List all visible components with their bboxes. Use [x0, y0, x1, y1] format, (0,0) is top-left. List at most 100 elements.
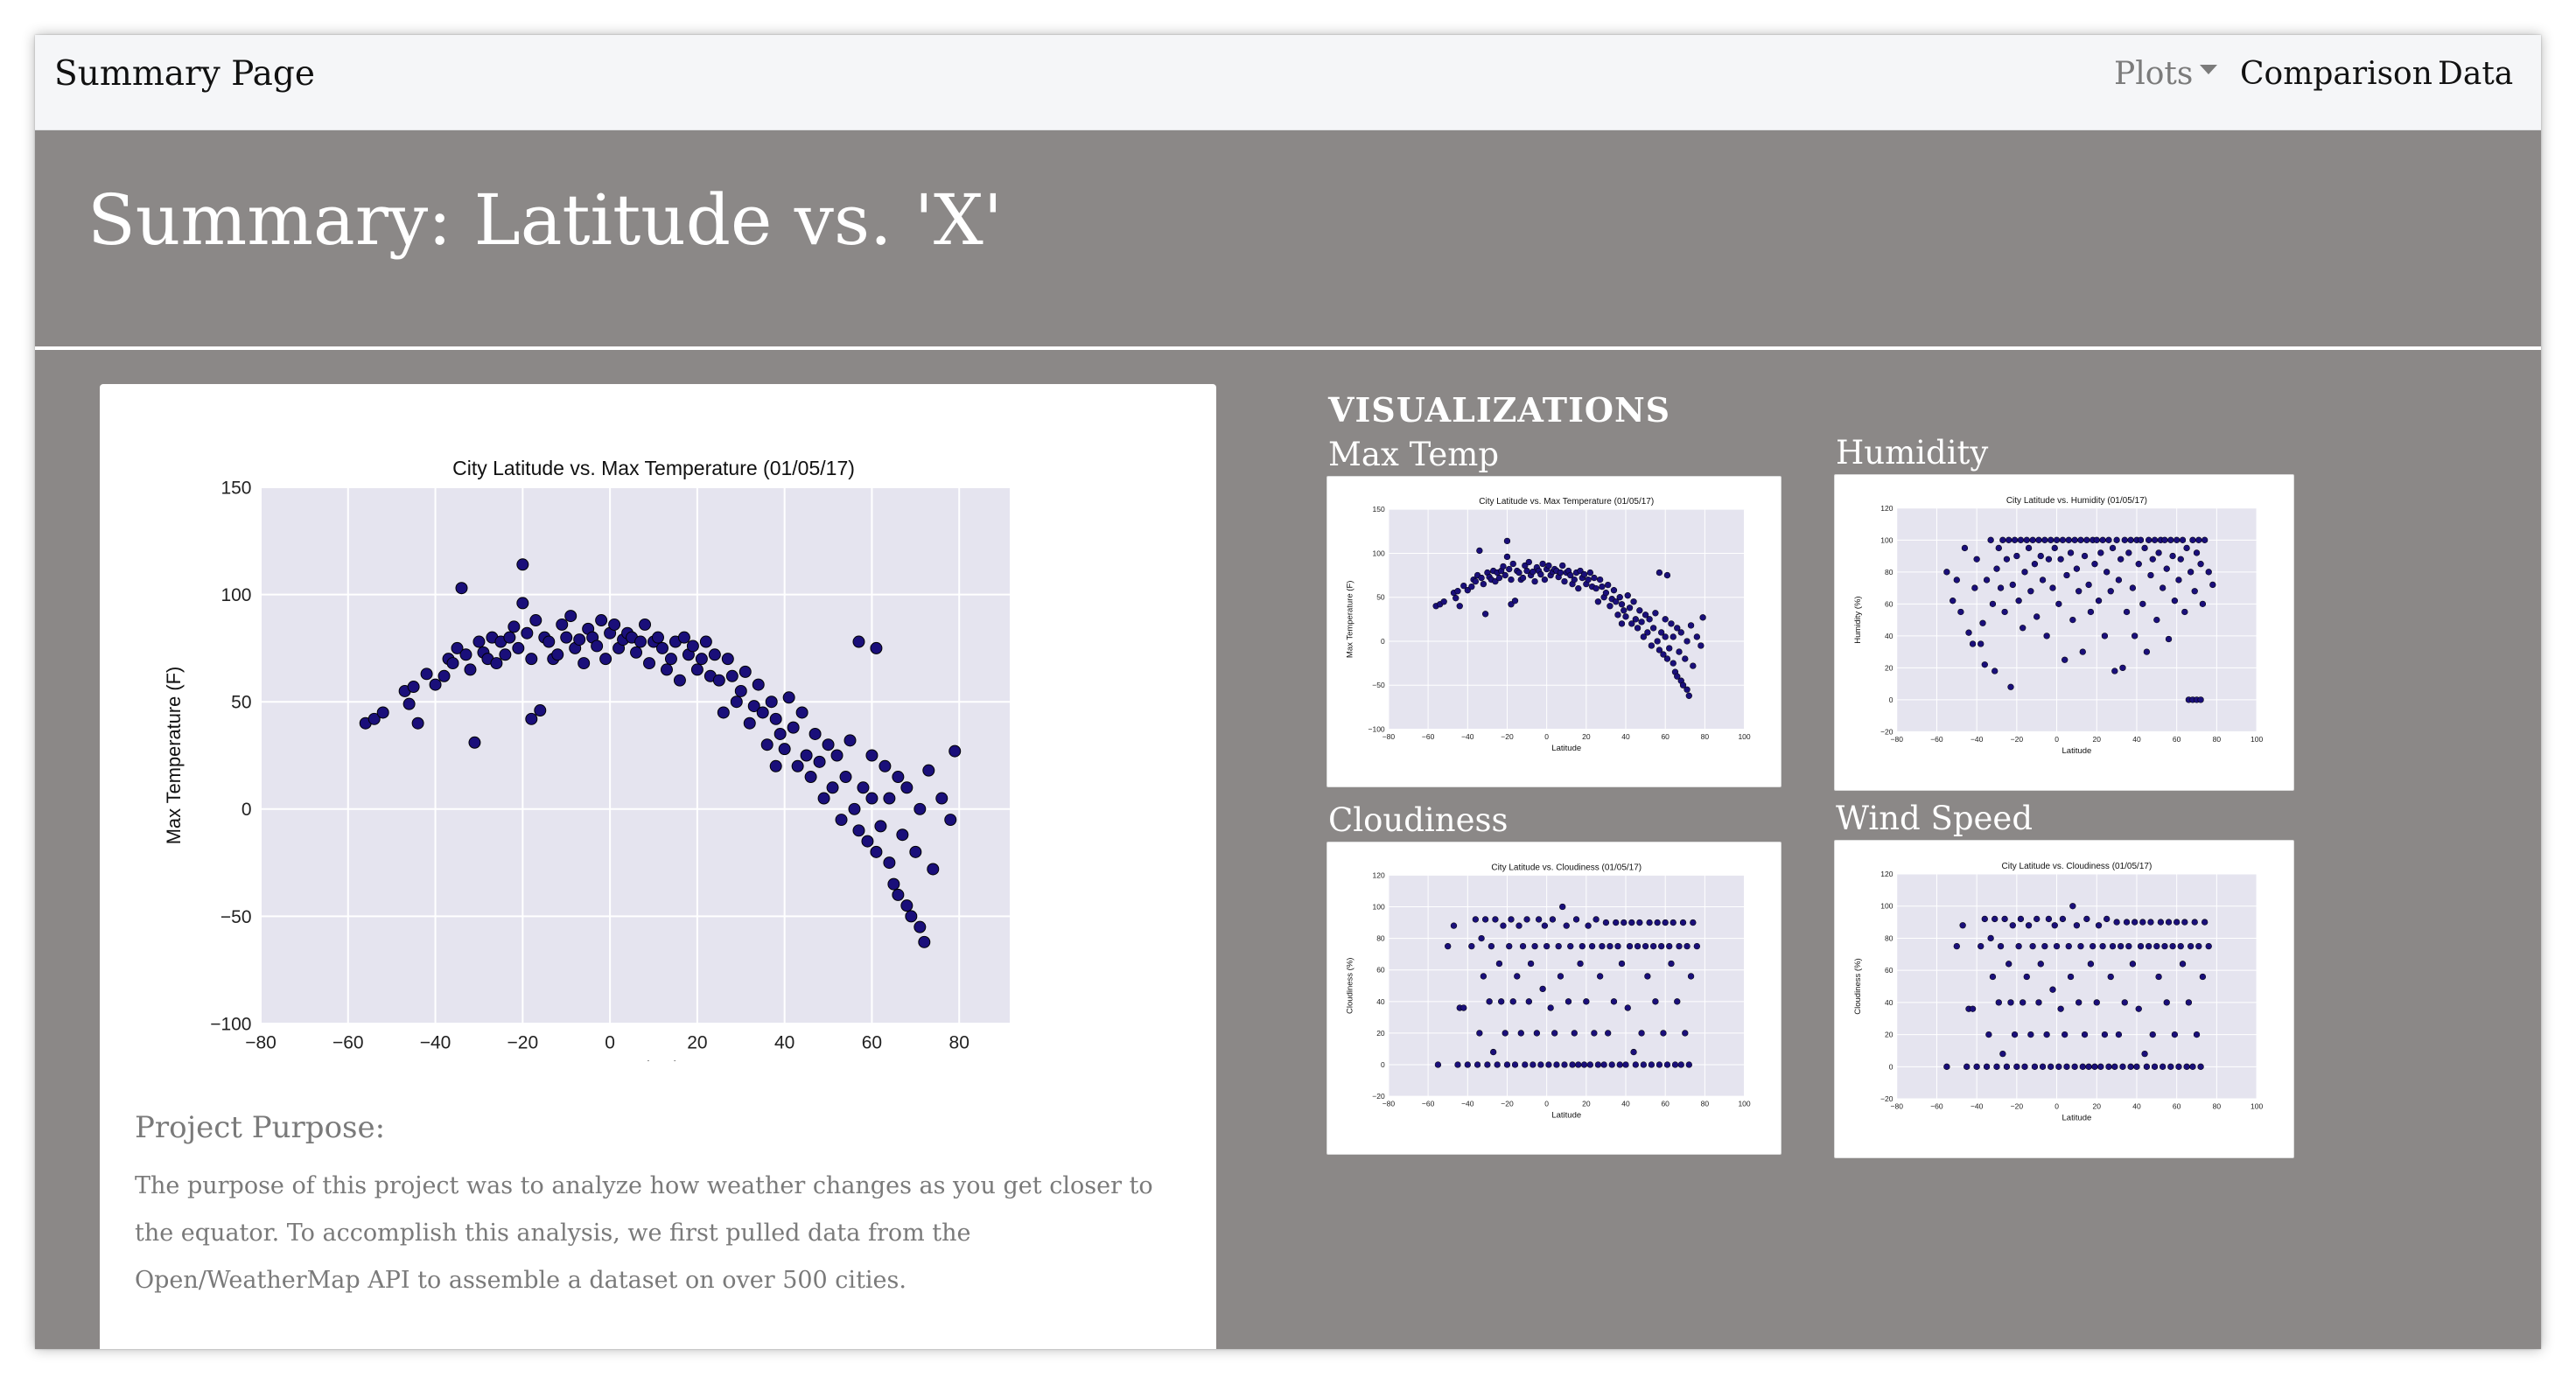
- data-point: [2125, 549, 2132, 556]
- thumbnail-max-temp[interactable]: −80 −60 −40 −20 0 20 40 60 80 100 −100 −50 0 50 100 150…: [1326, 476, 1782, 787]
- data-point: [878, 759, 892, 772]
- data-point: [1682, 1030, 1689, 1037]
- data-point: [2031, 561, 2039, 568]
- chart-title: City Latitude vs. Max Temperature (01/05…: [1479, 497, 1654, 507]
- y-tick-label: 40: [1885, 998, 1894, 1007]
- purpose-title: Project Purpose:: [135, 1110, 386, 1145]
- data-point: [1583, 998, 1590, 1005]
- data-point: [1551, 1030, 1558, 1037]
- data-point: [2025, 544, 2033, 552]
- data-point: [2202, 919, 2208, 926]
- y-tick-label: 60: [1885, 966, 1894, 975]
- navbar-brand[interactable]: Summary Page: [54, 54, 315, 94]
- y-tick-label: −20: [1880, 727, 1894, 736]
- data-point: [1662, 616, 1669, 623]
- data-point: [808, 727, 822, 740]
- data-point: [1523, 916, 1530, 923]
- x-tick-label: 80: [2213, 735, 2222, 744]
- data-point: [503, 631, 516, 644]
- data-point: [529, 614, 542, 627]
- x-tick-label: −20: [1501, 1100, 1514, 1108]
- data-point: [420, 668, 433, 681]
- data-point: [1995, 544, 2002, 552]
- data-point: [1663, 655, 1671, 662]
- data-point: [525, 653, 538, 666]
- thumbnail-humidity[interactable]: −80 −60 −40 −20 0 20 40 60 80 100 −20 0 20 40 60 80 100 1…: [1834, 474, 2294, 791]
- thumbnail-cloudiness[interactable]: −80 −60 −40 −20 0 20 40 60 80 100 −20 0 20 40 60 80 100 1…: [1326, 842, 1782, 1155]
- data-point: [1663, 1061, 1671, 1068]
- data-point: [1488, 942, 1495, 950]
- data-point: [2161, 536, 2168, 543]
- x-tick-label: −80: [1382, 1100, 1396, 1108]
- data-point: [1662, 633, 1669, 640]
- data-point: [1654, 638, 1661, 645]
- caret-down-icon: [2200, 64, 2218, 74]
- data-point: [2109, 544, 2117, 552]
- data-point: [1687, 622, 1695, 629]
- data-point: [1610, 587, 1618, 594]
- nav-comparison-link[interactable]: Comparison: [2240, 56, 2432, 92]
- viz-label-wind-speed: Wind Speed: [1836, 800, 2033, 837]
- humidity-scatter-thumbnail: −80 −60 −40 −20 0 20 40 60 80 100 −20 0 20 40 60 80 100 1…: [1853, 496, 2264, 756]
- data-point: [402, 697, 416, 710]
- data-point: [1987, 934, 1994, 942]
- data-point: [909, 845, 922, 858]
- data-point: [1953, 577, 1960, 584]
- data-point: [2179, 961, 2187, 968]
- data-point: [1676, 648, 1683, 655]
- x-axis-label: Latitude: [2062, 746, 2092, 756]
- x-tick-label: 80: [949, 1032, 970, 1052]
- data-point: [2071, 1063, 2078, 1070]
- data-point: [2034, 915, 2040, 923]
- data-point: [2055, 600, 2062, 607]
- data-point: [1559, 903, 1566, 911]
- data-point: [699, 635, 712, 648]
- data-point: [490, 657, 503, 670]
- x-tick-label: −60: [1422, 1100, 1435, 1108]
- nav-data-link[interactable]: Data: [2438, 56, 2514, 92]
- x-tick-label: 100: [2250, 735, 2263, 744]
- data-point: [1572, 916, 1580, 923]
- data-point: [1662, 919, 1669, 926]
- data-point: [2063, 1063, 2070, 1070]
- data-point: [1995, 999, 2002, 1006]
- y-axis-label: Humidity (%): [1853, 596, 1863, 643]
- data-point: [2209, 581, 2216, 589]
- data-point: [564, 610, 578, 623]
- data-point: [664, 653, 677, 666]
- data-point: [634, 635, 648, 648]
- data-point: [2121, 536, 2128, 543]
- data-point: [1585, 576, 1592, 584]
- data-point: [708, 648, 721, 661]
- data-point: [2077, 536, 2084, 543]
- thumbnail-wind-speed[interactable]: −80 −60 −40 −20 0 20 40 60 80 100 −20 0 20 40 60 80 100 1…: [1834, 840, 2294, 1158]
- data-point: [1580, 1061, 1588, 1068]
- data-point: [734, 684, 747, 697]
- data-point: [1684, 638, 1690, 645]
- x-tick-label: 20: [1582, 732, 1591, 741]
- data-point: [2163, 999, 2170, 1006]
- y-tick-label: 120: [1880, 504, 1893, 513]
- data-point: [738, 665, 752, 678]
- data-point: [1539, 985, 1546, 993]
- data-point: [1666, 645, 1673, 652]
- data-point: [795, 706, 808, 719]
- data-point: [2169, 942, 2176, 950]
- data-point: [2183, 544, 2190, 552]
- data-point: [1634, 625, 1642, 632]
- data-point: [1649, 942, 1657, 950]
- data-point: [1605, 581, 1612, 589]
- data-point: [2118, 942, 2124, 950]
- data-point: [1511, 598, 1519, 605]
- data-point: [2139, 600, 2146, 607]
- nav-plots-dropdown[interactable]: Plots: [2114, 56, 2218, 92]
- data-point: [2065, 942, 2072, 950]
- data-point: [2041, 536, 2048, 543]
- data-point: [595, 614, 608, 627]
- data-point: [599, 653, 612, 666]
- data-point: [2029, 942, 2036, 950]
- data-point: [1981, 915, 1988, 923]
- data-point: [2163, 565, 2170, 572]
- chart-title: City Latitude vs. Cloudiness (01/05/17): [1491, 863, 1642, 872]
- data-point: [1693, 942, 1700, 950]
